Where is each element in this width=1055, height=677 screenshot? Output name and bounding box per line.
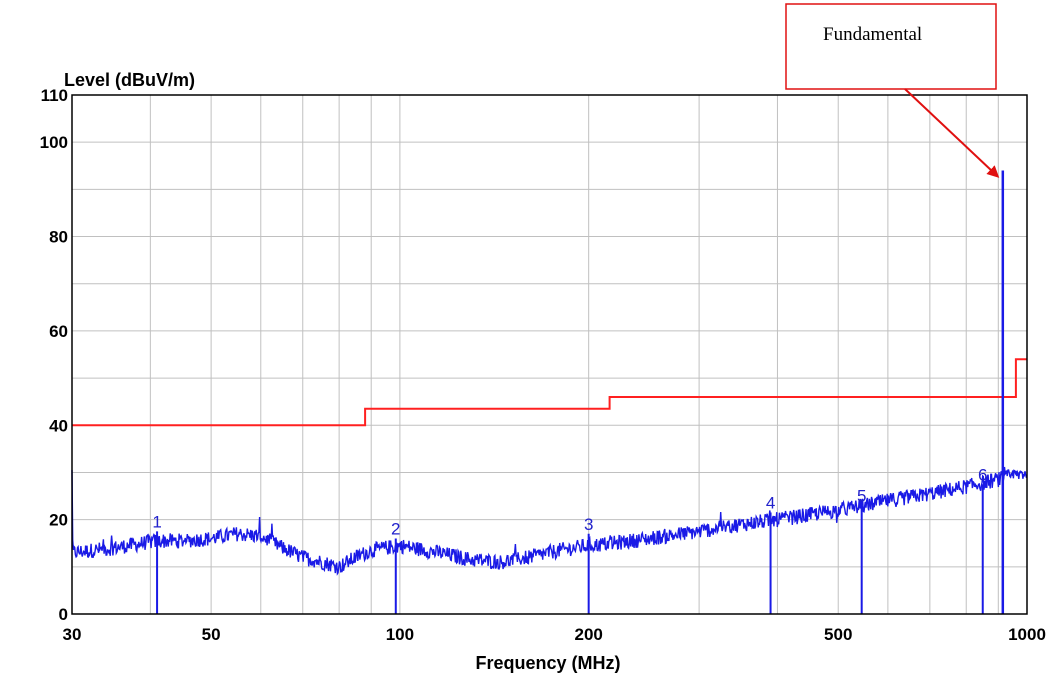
ticks-layer: 30 50 100 200 500 1000 0 20 40 60 80 100 110 bbox=[40, 86, 1046, 644]
y-tick-label: 110 bbox=[41, 86, 68, 105]
markers-layer: 1 2 3 4 5 6 bbox=[152, 170, 1005, 614]
marker-label-6: 6 bbox=[978, 465, 987, 484]
y-tick-label: 60 bbox=[49, 322, 68, 341]
marker-label-3: 3 bbox=[584, 515, 593, 534]
series-1-line bbox=[71, 466, 1028, 576]
y-tick-label: 80 bbox=[49, 228, 68, 247]
marker-label-4: 4 bbox=[766, 494, 775, 513]
plot-frame bbox=[71, 94, 1028, 615]
x-axis-label: Frequency (MHz) bbox=[475, 653, 620, 673]
series-layer bbox=[71, 358, 1028, 576]
y-tick-label: 40 bbox=[49, 416, 68, 435]
marker-label-1: 1 bbox=[152, 512, 161, 531]
x-tick-label: 1000 bbox=[1008, 625, 1046, 644]
y-axis-label: Level (dBuV/m) bbox=[64, 70, 195, 90]
y-tick-label: 100 bbox=[40, 133, 68, 152]
y-tick-label: 20 bbox=[49, 511, 68, 530]
x-tick-label: 200 bbox=[574, 625, 602, 644]
fundamental-annotation: Fundamental bbox=[785, 3, 1000, 178]
annotation-text: Fundamental bbox=[823, 24, 922, 45]
x-tick-label: 30 bbox=[63, 625, 82, 644]
x-tick-label: 100 bbox=[386, 625, 414, 644]
marker-label-2: 2 bbox=[391, 520, 400, 539]
annotation-box bbox=[785, 3, 997, 90]
x-tick-label: 500 bbox=[824, 625, 852, 644]
x-tick-label: 50 bbox=[202, 625, 221, 644]
annotation-arrow bbox=[904, 88, 1000, 178]
series-0-line bbox=[72, 358, 1027, 427]
y-tick-label: 0 bbox=[59, 605, 68, 624]
marker-label-5: 5 bbox=[857, 486, 866, 505]
grid bbox=[71, 95, 1028, 614]
